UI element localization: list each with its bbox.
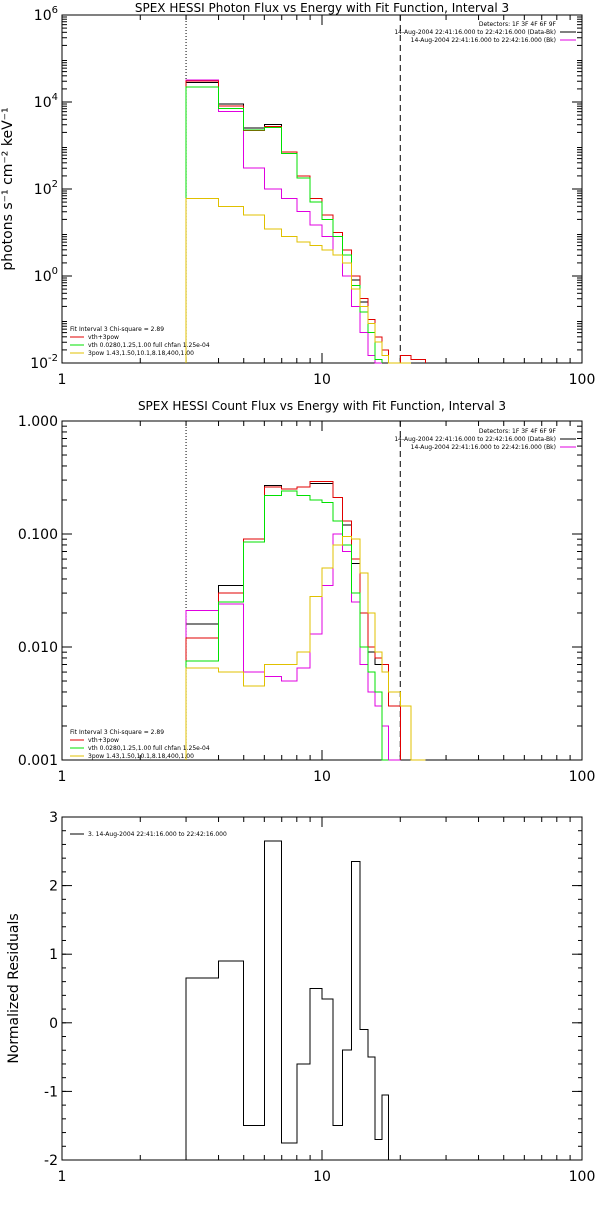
chart-3-series-data <box>185 840 401 1161</box>
chart-2-header-line: Detectors: 1F 3F 4F 6F 9F <box>479 428 557 435</box>
chart-3-y-tick-label: -2 <box>44 1153 58 1169</box>
chart-3-y-tick-label: 0 <box>49 1016 58 1032</box>
chart-3-x-tick-label: 10 <box>313 1169 331 1185</box>
chart-3-y-tick-label: -1 <box>44 1084 58 1100</box>
chart-1-series-background_count <box>185 79 382 364</box>
count-flux-panel: SPEX HESSI Count Flux vs Energy with Fit… <box>18 399 595 785</box>
residuals-panel: Normalized Residuals 1 10 100 -2 -1 0 1 2 3 3. 14-… <box>6 810 595 1185</box>
chart-2-x-tick-label: 100 <box>569 769 596 785</box>
chart-2-x-tick-label: 1 <box>58 769 67 785</box>
chart-1-header-line: Detectors: 1F 3F 4F 6F 9F <box>479 21 557 28</box>
chart-3-legend-entry: 3. 14-Aug-2004 22:41:16.000 to 22:42:16.… <box>88 831 227 838</box>
chart-2-y-tick-label: 0.100 <box>18 527 58 543</box>
chart-2-y-tick-label: 0.010 <box>18 640 58 656</box>
chart-2-y-tick-label: 1.000 <box>18 414 58 430</box>
chart-2-legend-entry: Fit Interval 3 Chi-square = 2.89 <box>70 729 164 736</box>
chart-1-x-tick-label: 1 <box>58 372 67 388</box>
chart-2-series-total <box>185 481 401 760</box>
chart-3-x-tick-label: 1 <box>58 1169 67 1185</box>
chart-2-series-background_count <box>185 533 401 761</box>
chart-1-legend-entry: Fit Interval 3 Chi-square = 2.89 <box>70 326 164 333</box>
chart-3-x-tick-label: 100 <box>569 1169 596 1185</box>
chart-2-title: SPEX HESSI Count Flux vs Energy with Fit… <box>138 399 506 413</box>
chart-1-legend-entry: 3pow 1.43,1.50,10.1,8.18,400,1.00 <box>88 350 194 357</box>
chart-2-legend-entry: vth 0.0280,1.25,1.00 full chfan 1.25e-04 <box>88 745 210 752</box>
chart-1-title: SPEX HESSI Photon Flux vs Energy with Fi… <box>135 1 509 15</box>
chart-2-header-line: 14-Aug-2004 22:41:16.000 to 22:42:16.000… <box>394 436 556 443</box>
chart-3-y-tick-label: 3 <box>49 810 58 826</box>
chart-2-x-tick-label: 10 <box>313 769 331 785</box>
chart-2-y-tick-label: 0.001 <box>18 753 58 769</box>
chart-2-header-line: 14-Aug-2004 22:41:16.000 to 22:42:16.000… <box>411 444 556 451</box>
chart-2-legend-entry: vth+3pow <box>88 737 119 744</box>
chart-1-series-nonthermal <box>185 198 411 364</box>
chart-1-x-tick-label: 100 <box>569 372 596 388</box>
chart-2-legend-entry: 3pow 1.43,1.50,10.1,8.18,400,1.00 <box>88 753 194 760</box>
chart-1-header-line: 14-Aug-2004 22:41:16.000 to 22:42:16.000… <box>411 37 556 44</box>
chart-1-header-line: 14-Aug-2004 22:41:16.000 to 22:42:16.000… <box>394 29 556 36</box>
chart-1-y-axis-label: photons s⁻¹ cm⁻² keV⁻¹ <box>0 107 16 270</box>
chart-1-legend-entry: vth 0.0280,1.25,1.00 full chfan 1.25e-04 <box>88 342 210 349</box>
chart-1-x-tick-label: 10 <box>313 372 331 388</box>
chart-3-y-tick-label: 2 <box>49 879 58 895</box>
chart-1-legend-entry: vth+3pow <box>88 334 119 341</box>
chart-2-series-nonthermal <box>185 536 426 761</box>
chart-2-series-thermal <box>185 490 389 761</box>
chart-3-y-tick-label: 1 <box>49 947 58 963</box>
chart-3-y-axis-label: Normalized Residuals <box>6 913 22 1063</box>
